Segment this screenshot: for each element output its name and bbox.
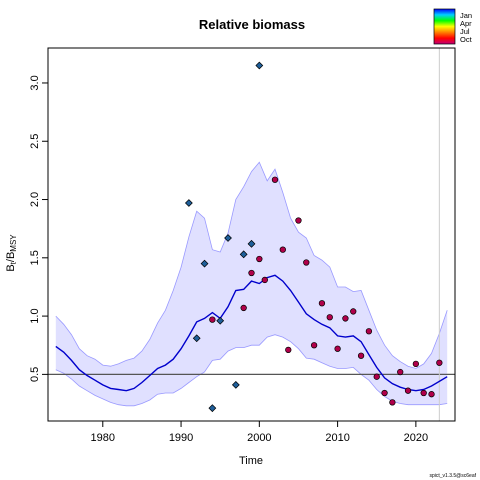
index2-point (397, 368, 404, 376)
plot-region (48, 48, 455, 421)
index2-point (256, 255, 263, 263)
index2-point (285, 346, 292, 354)
index2-point (240, 304, 247, 312)
y-tick-label: 0.5 (29, 367, 41, 382)
index1-point (200, 259, 209, 268)
index1-point (208, 404, 217, 413)
confidence-band (55, 162, 448, 406)
x-tick-label: 1990 (169, 432, 193, 444)
legend-label-apr: Apr (460, 19, 472, 28)
index2-point (428, 391, 435, 398)
y-axis-label-sub2: MSY (9, 234, 18, 252)
index1-point (184, 199, 193, 207)
index2-point (318, 300, 326, 307)
y-tick-label: 1.5 (29, 250, 41, 265)
index2-point (365, 328, 373, 335)
version-footnote: spict_v1.3.5@sc6eaf (430, 473, 477, 479)
index1-point (255, 61, 264, 70)
index2-point (412, 360, 420, 368)
y-tick-label: 3.0 (29, 75, 41, 90)
index1-points (184, 61, 264, 413)
month-color-legend: Jan Apr Jul Oct (433, 8, 473, 45)
x-tick-label: 2020 (404, 432, 428, 444)
index1-point (247, 239, 256, 248)
index2-point (295, 217, 302, 224)
y-tick-label: 2.5 (29, 134, 41, 149)
index2-point (310, 342, 318, 349)
y-axis-label-mid: /B (5, 252, 17, 262)
index2-point (436, 359, 443, 366)
plot-frame (47, 47, 456, 422)
index2-point (420, 389, 427, 397)
index2-points (209, 176, 443, 406)
index2-point (303, 259, 310, 266)
index2-point (279, 246, 286, 253)
index2-point (261, 276, 268, 284)
x-tick-label: 2000 (247, 432, 271, 444)
index1-point (216, 316, 225, 325)
index2-point (350, 308, 357, 315)
legend-label-oct: Oct (460, 35, 473, 44)
index1-point (192, 334, 201, 343)
y-axis-label: Bt/BMSY (5, 234, 18, 272)
index2-point (357, 352, 365, 359)
index1-point (224, 234, 232, 242)
index2-point (248, 269, 255, 277)
y-tick-label: 1.0 (29, 308, 41, 323)
estimate-line (55, 274, 448, 392)
index2-point (326, 314, 333, 321)
x-axis: 1980 1990 2000 2010 2020 (91, 421, 428, 444)
index2-point (404, 387, 412, 394)
index2-point (389, 399, 396, 406)
x-axis-label: Time (239, 455, 263, 467)
index2-point (334, 345, 341, 352)
y-tick-label: 2.0 (29, 192, 41, 207)
index2-point (271, 176, 279, 183)
legend-gradient-bar (433, 8, 456, 45)
y-axis-label-main: B (5, 264, 17, 271)
legend-label-jan: Jan (460, 11, 472, 20)
x-tick-label: 1980 (91, 432, 115, 444)
index2-point (342, 315, 349, 322)
x-tick-label: 2010 (325, 432, 349, 444)
index1-point (231, 380, 240, 389)
chart-title: Relative biomass (199, 17, 305, 32)
index2-point (209, 316, 216, 323)
index2-point (381, 389, 388, 397)
index2-point (373, 373, 380, 380)
y-axis: 0.5 1.0 1.5 2.0 2.5 3.0 (29, 75, 48, 382)
index1-point (239, 250, 248, 259)
confidence-upper-line (55, 161, 448, 369)
y-axis-label-sub1: t (9, 261, 18, 264)
legend-label-jul: Jul (460, 27, 470, 36)
